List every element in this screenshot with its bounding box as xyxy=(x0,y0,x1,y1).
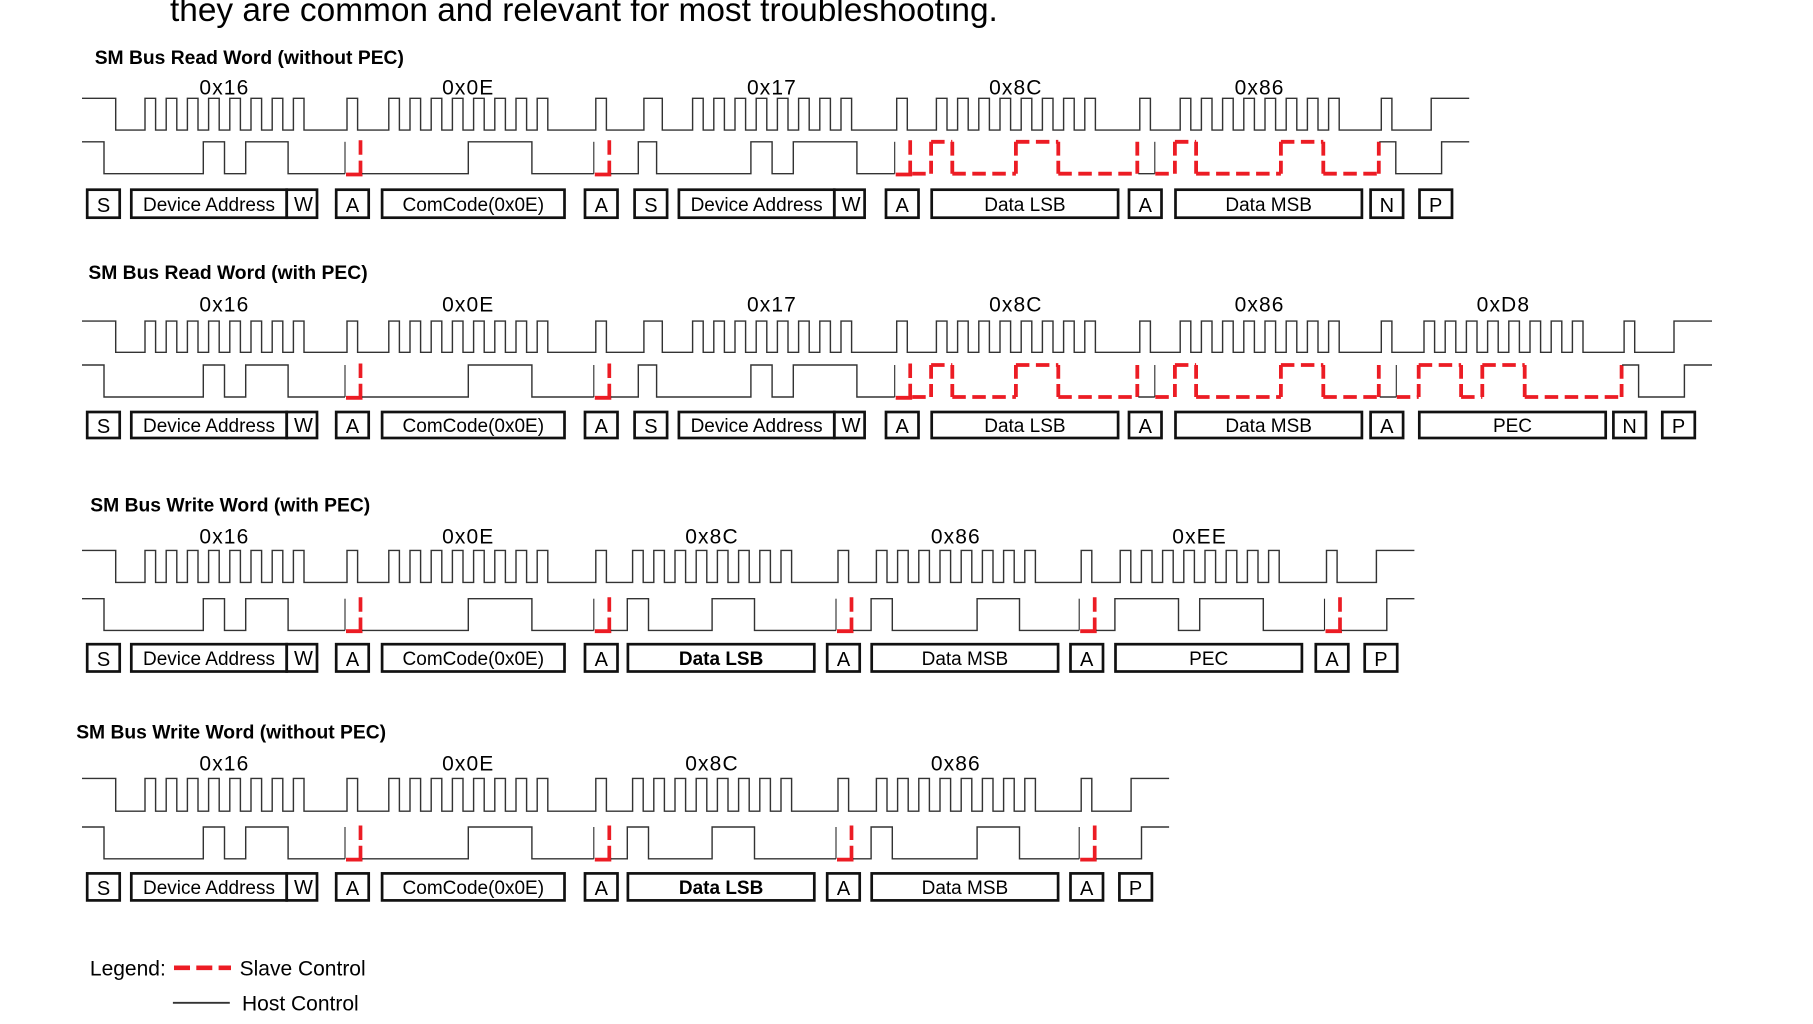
svg-text:0x0E: 0x0E xyxy=(442,753,494,776)
svg-text:Device Address: Device Address xyxy=(143,649,275,670)
svg-text:ComCode(0x0E): ComCode(0x0E) xyxy=(403,416,545,437)
svg-text:A: A xyxy=(896,195,910,217)
svg-text:N: N xyxy=(1380,195,1394,217)
svg-text:0x16: 0x16 xyxy=(199,753,249,776)
svg-text:0x8C: 0x8C xyxy=(685,526,738,549)
svg-text:A: A xyxy=(595,416,609,438)
svg-text:A: A xyxy=(837,878,851,900)
svg-text:A: A xyxy=(1080,649,1094,671)
svg-text:SM Bus Write Word (with PEC): SM Bus Write Word (with PEC) xyxy=(90,496,370,517)
svg-text:W: W xyxy=(294,415,313,437)
svg-text:S: S xyxy=(644,416,657,438)
svg-text:0x8C: 0x8C xyxy=(685,753,738,776)
svg-text:0x86: 0x86 xyxy=(931,526,981,549)
svg-text:A: A xyxy=(595,878,609,900)
svg-text:ComCode(0x0E): ComCode(0x0E) xyxy=(403,195,545,216)
svg-text:N: N xyxy=(1622,416,1636,438)
svg-text:Data MSB: Data MSB xyxy=(922,878,1009,899)
svg-text:0x16: 0x16 xyxy=(199,526,249,549)
svg-text:Device Address: Device Address xyxy=(143,195,275,216)
svg-text:A: A xyxy=(1380,416,1394,438)
svg-text:A: A xyxy=(346,878,360,900)
svg-text:0x17: 0x17 xyxy=(747,76,797,99)
svg-text:A: A xyxy=(1325,649,1339,671)
svg-text:A: A xyxy=(837,649,851,671)
svg-text:A: A xyxy=(896,416,910,438)
svg-text:0xEE: 0xEE xyxy=(1172,526,1227,549)
svg-text:Device Address: Device Address xyxy=(143,416,275,437)
svg-text:Device Address: Device Address xyxy=(691,195,823,216)
svg-text:0x0E: 0x0E xyxy=(442,294,494,317)
svg-text:Device Address: Device Address xyxy=(691,416,823,437)
svg-text:Data LSB: Data LSB xyxy=(984,195,1065,216)
svg-text:0x86: 0x86 xyxy=(1235,294,1285,317)
svg-text:0x8C: 0x8C xyxy=(989,76,1042,99)
svg-text:P: P xyxy=(1129,878,1142,900)
svg-text:0x0E: 0x0E xyxy=(442,526,494,549)
svg-text:PEC: PEC xyxy=(1189,649,1228,670)
svg-text:S: S xyxy=(97,649,110,671)
svg-text:SM Bus Read Word (with PEC): SM Bus Read Word (with PEC) xyxy=(88,263,367,284)
svg-text:0x86: 0x86 xyxy=(931,753,981,776)
svg-text:W: W xyxy=(294,877,313,899)
svg-text:Data LSB: Data LSB xyxy=(679,878,763,899)
svg-text:Data MSB: Data MSB xyxy=(1225,416,1312,437)
svg-text:S: S xyxy=(97,878,110,900)
svg-text:0x17: 0x17 xyxy=(747,294,797,317)
svg-text:W: W xyxy=(294,648,313,670)
svg-text:PEC: PEC xyxy=(1493,416,1532,437)
svg-text:Data MSB: Data MSB xyxy=(922,649,1009,670)
svg-text:S: S xyxy=(97,416,110,438)
svg-text:0xD8: 0xD8 xyxy=(1477,294,1530,317)
svg-text:Slave Control: Slave Control xyxy=(240,958,366,981)
svg-text:A: A xyxy=(346,649,360,671)
svg-text:P: P xyxy=(1374,649,1387,671)
svg-text:Data MSB: Data MSB xyxy=(1225,195,1312,216)
svg-text:Host Control: Host Control xyxy=(242,993,359,1016)
svg-text:Data LSB: Data LSB xyxy=(679,649,763,670)
svg-text:0x16: 0x16 xyxy=(199,76,249,99)
svg-text:A: A xyxy=(1080,878,1094,900)
svg-text:A: A xyxy=(1139,195,1153,217)
svg-text:SM Bus Write Word (without PEC: SM Bus Write Word (without PEC) xyxy=(76,723,386,744)
svg-text:W: W xyxy=(294,194,313,216)
svg-text:0x0E: 0x0E xyxy=(442,76,494,99)
svg-text:0x86: 0x86 xyxy=(1235,76,1285,99)
svg-text:Data LSB: Data LSB xyxy=(984,416,1065,437)
svg-text:they are common and relevant f: they are common and relevant for most tr… xyxy=(170,0,998,29)
svg-text:A: A xyxy=(595,195,609,217)
svg-text:A: A xyxy=(1139,416,1153,438)
svg-text:SM Bus Read Word (without PEC): SM Bus Read Word (without PEC) xyxy=(95,48,404,69)
svg-text:ComCode(0x0E): ComCode(0x0E) xyxy=(403,649,545,670)
svg-text:0x16: 0x16 xyxy=(199,294,249,317)
svg-text:P: P xyxy=(1672,416,1685,438)
svg-text:A: A xyxy=(346,416,360,438)
svg-text:ComCode(0x0E): ComCode(0x0E) xyxy=(403,878,545,899)
svg-text:Device Address: Device Address xyxy=(143,878,275,899)
svg-text:A: A xyxy=(595,649,609,671)
svg-text:S: S xyxy=(644,195,657,217)
svg-text:P: P xyxy=(1429,195,1442,217)
svg-text:0x8C: 0x8C xyxy=(989,294,1042,317)
svg-text:W: W xyxy=(842,194,861,216)
svg-text:S: S xyxy=(97,195,110,217)
svg-text:Legend:: Legend: xyxy=(90,958,166,981)
svg-text:W: W xyxy=(842,415,861,437)
svg-text:A: A xyxy=(346,195,360,217)
